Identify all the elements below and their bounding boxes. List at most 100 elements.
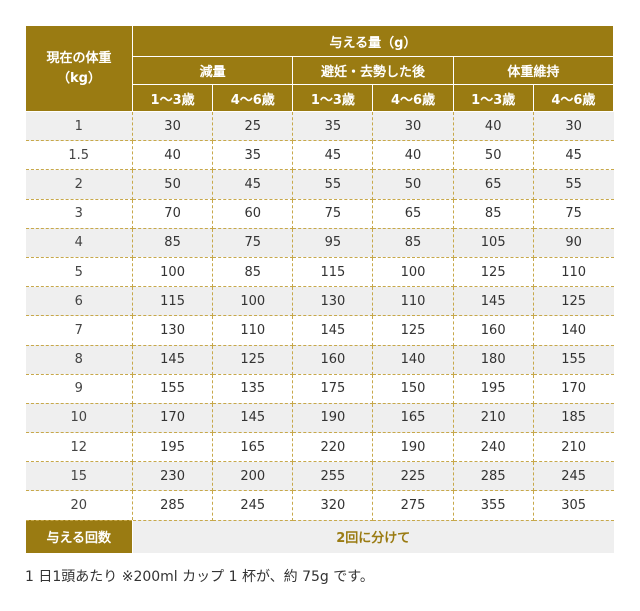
- amount-cell: 150: [372, 374, 454, 404]
- amount-cell: 245: [212, 490, 294, 521]
- weight-cell: 15: [25, 461, 133, 492]
- age-header: 1〜3歳: [131, 84, 214, 112]
- age-header: 1〜3歳: [292, 84, 374, 112]
- table-row: 6 115 100 130 110 145 125: [25, 286, 614, 317]
- amount-cell: 75: [292, 199, 374, 229]
- amount-cell: 95: [292, 228, 374, 258]
- weight-cell: 2: [25, 169, 133, 200]
- amount-cell: 125: [453, 257, 534, 288]
- amount-cell: 125: [372, 315, 454, 346]
- feeding-times-label: 与える回数: [25, 520, 133, 553]
- amount-cell: 45: [533, 140, 614, 171]
- table-row: 9 155 135 175 150 195 170: [25, 374, 614, 404]
- table-row: 8 145 125 160 140 180 155: [25, 345, 614, 375]
- weight-label-line1: 現在の体重: [46, 50, 112, 66]
- weight-cell: 1.5: [25, 140, 133, 171]
- amount-cell: 160: [292, 345, 374, 375]
- weight-cell: 20: [25, 490, 133, 521]
- table-row: 1.5 40 35 45 40 50 45: [25, 140, 614, 171]
- amount-cell: 25: [212, 111, 294, 142]
- amount-cell: 110: [372, 286, 454, 317]
- amount-cell: 35: [292, 111, 374, 142]
- table-row: 4 85 75 95 85 105 90: [25, 228, 614, 258]
- amount-cell: 255: [292, 461, 374, 492]
- amount-cell: 155: [533, 345, 614, 375]
- weight-cell: 8: [25, 345, 133, 375]
- weight-cell: 12: [25, 432, 133, 463]
- amount-cell: 100: [132, 257, 214, 288]
- amount-cell: 30: [372, 111, 454, 142]
- amount-cell: 55: [533, 169, 614, 200]
- age-header: 4〜6歳: [372, 84, 454, 112]
- group-header-after-spay-neuter: 避妊・去勢した後: [292, 56, 454, 85]
- table-row: 10 170 145 190 165 210 185: [25, 403, 614, 434]
- amount-cell: 65: [453, 169, 534, 200]
- amount-title: 与える量（g）: [131, 25, 615, 57]
- table-body: 1 30 25 35 30 40 30 1.5 40 35 45 40 50 45 2 50 45 55 50 65 5…: [25, 111, 614, 521]
- amount-cell: 75: [533, 199, 614, 229]
- amount-cell: 110: [533, 257, 614, 288]
- weight-cell: 10: [25, 403, 133, 434]
- table-row: 7 130 110 145 125 160 140: [25, 315, 614, 346]
- weight-cell: 9: [25, 374, 133, 404]
- amount-cell: 40: [453, 111, 534, 142]
- amount-cell: 185: [533, 403, 614, 434]
- table-row: 20 285 245 320 275 355 305: [25, 490, 614, 521]
- amount-cell: 40: [132, 140, 214, 171]
- weight-cell: 1: [25, 111, 133, 142]
- amount-cell: 195: [453, 374, 534, 404]
- amount-cell: 85: [372, 228, 454, 258]
- amount-cell: 110: [212, 315, 294, 346]
- feeding-table-container: 現在の体重 （kg） 与える量（g） 減量 避妊・去勢した後 体重維持 1〜3歳…: [25, 25, 615, 553]
- amount-cell: 175: [292, 374, 374, 404]
- weight-cell: 7: [25, 315, 133, 346]
- amount-cell: 240: [453, 432, 534, 463]
- table-row: 1 30 25 35 30 40 30: [25, 111, 614, 142]
- amount-cell: 170: [132, 403, 214, 434]
- amount-cell: 30: [132, 111, 214, 142]
- amount-cell: 90: [533, 228, 614, 258]
- amount-cell: 145: [212, 403, 294, 434]
- age-header: 1〜3歳: [452, 84, 534, 112]
- amount-cell: 170: [533, 374, 614, 404]
- feeding-times-value: 2回に分けて: [132, 520, 614, 553]
- amount-cell: 320: [292, 490, 374, 521]
- amount-cell: 220: [292, 432, 374, 463]
- amount-cell: 230: [132, 461, 214, 492]
- weight-cell: 6: [25, 286, 133, 317]
- amount-cell: 285: [132, 490, 214, 521]
- amount-cell: 210: [453, 403, 534, 434]
- amount-cell: 65: [372, 199, 454, 229]
- weight-cell: 3: [25, 199, 133, 229]
- amount-cell: 245: [533, 461, 614, 492]
- table-row: 3 70 60 75 65 85 75: [25, 199, 614, 229]
- amount-cell: 130: [132, 315, 214, 346]
- footnote: 1 日1頭あたり ※200ml カップ 1 杯が、約 75g です。: [25, 569, 374, 585]
- amount-cell: 155: [132, 374, 214, 404]
- weight-column-header: 現在の体重 （kg）: [25, 25, 133, 112]
- group-header-weight-maintenance: 体重維持: [452, 56, 615, 85]
- amount-cell: 100: [372, 257, 454, 288]
- amount-cell: 115: [132, 286, 214, 317]
- age-header: 4〜6歳: [532, 84, 615, 112]
- amount-cell: 305: [533, 490, 614, 521]
- amount-cell: 70: [132, 199, 214, 229]
- amount-cell: 145: [292, 315, 374, 346]
- table-row: 2 50 45 55 50 65 55: [25, 169, 614, 200]
- table-row: 12 195 165 220 190 240 210: [25, 432, 614, 463]
- amount-cell: 45: [292, 140, 374, 171]
- amount-cell: 85: [132, 228, 214, 258]
- amount-cell: 165: [212, 432, 294, 463]
- amount-cell: 145: [132, 345, 214, 375]
- amount-cell: 40: [372, 140, 454, 171]
- age-header: 4〜6歳: [212, 84, 294, 112]
- amount-cell: 285: [453, 461, 534, 492]
- amount-cell: 100: [212, 286, 294, 317]
- amount-cell: 30: [533, 111, 614, 142]
- amount-cell: 135: [212, 374, 294, 404]
- amount-cell: 130: [292, 286, 374, 317]
- amount-cell: 190: [372, 432, 454, 463]
- amount-cell: 210: [533, 432, 614, 463]
- amount-cell: 180: [453, 345, 534, 375]
- amount-cell: 105: [453, 228, 534, 258]
